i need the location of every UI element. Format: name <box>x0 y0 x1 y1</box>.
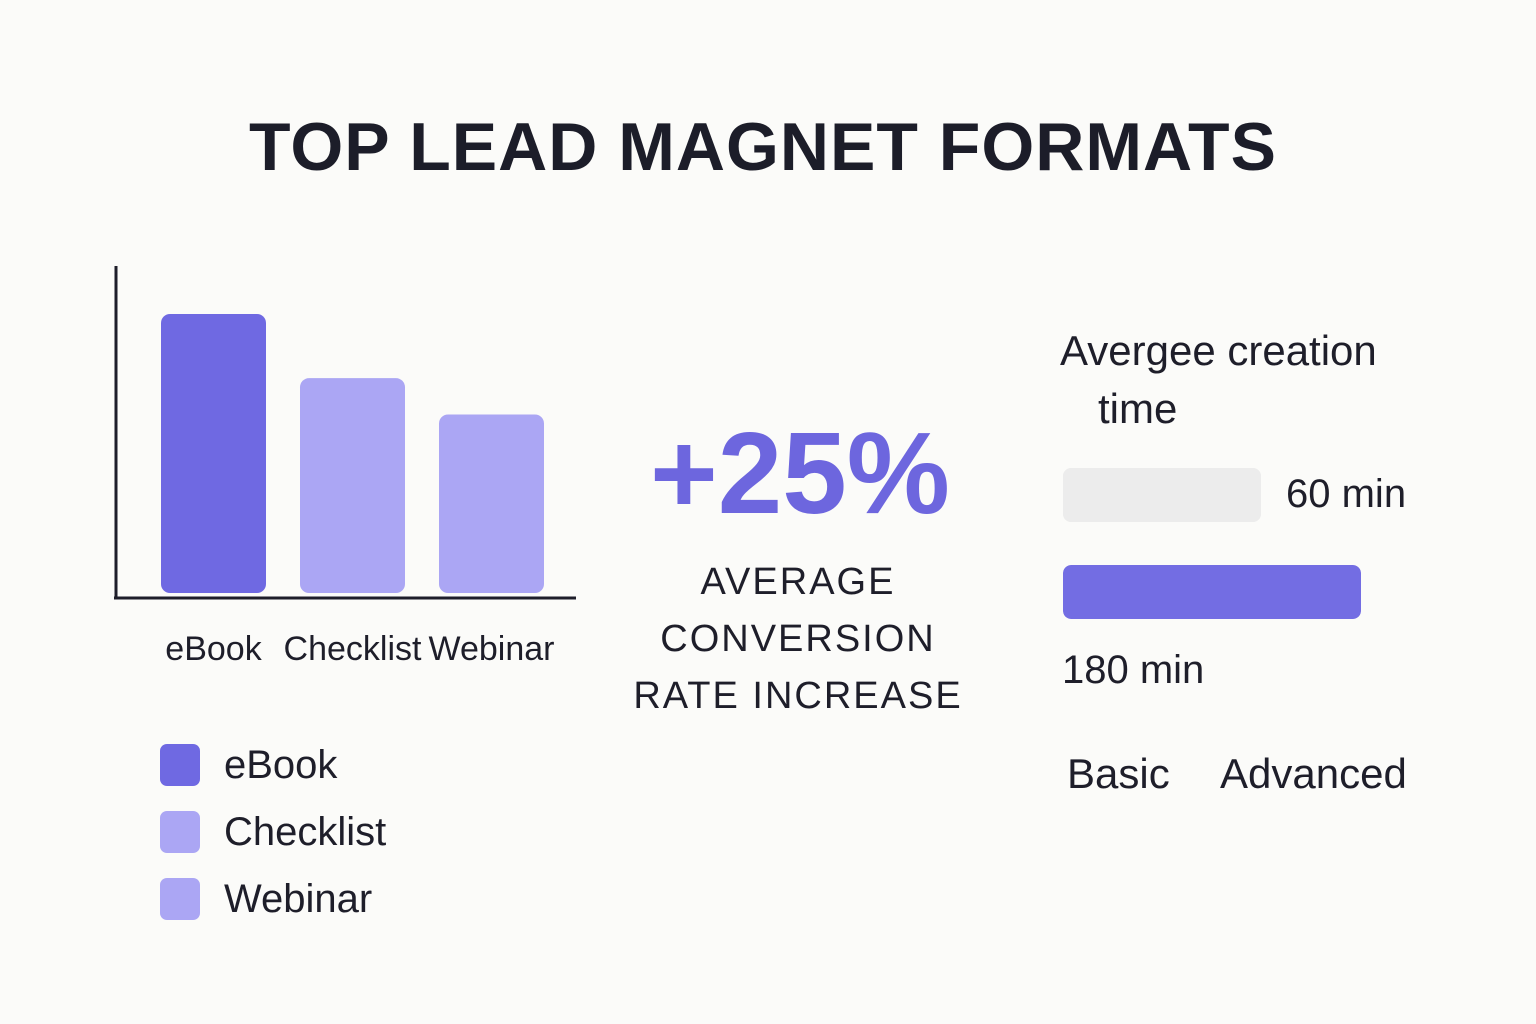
basic-time-bar <box>1063 468 1261 522</box>
advanced-label: Advanced <box>1220 750 1407 797</box>
basic-time-value: 60 min <box>1286 472 1407 516</box>
legend-item-ebook: eBook <box>160 742 386 787</box>
advanced-time-value: 180 min <box>1062 648 1205 692</box>
stat-caption-line-3: RATE INCREASE <box>633 675 963 717</box>
bar-chart: eBook Checklist Webinar <box>114 266 576 668</box>
legend-swatch-webinar <box>160 878 200 920</box>
stat-value: +25% <box>650 408 950 538</box>
legend-label-ebook: eBook <box>224 742 338 787</box>
legend-swatch-checklist <box>160 811 200 853</box>
advanced-time-bar <box>1063 565 1361 619</box>
legend-item-webinar: Webinar <box>160 876 386 921</box>
stat-caption-line-2: CONVERSION <box>660 618 936 660</box>
x-tick-label-ebook: eBook <box>165 630 262 668</box>
legend-label-webinar: Webinar <box>224 876 373 921</box>
legend-item-checklist: Checklist <box>160 809 387 854</box>
creation-time-heading: Avergee creation time <box>1060 322 1420 438</box>
legend-swatch-ebook <box>160 744 200 786</box>
bar-webinar <box>439 414 544 593</box>
legend-label-checklist: Checklist <box>224 809 387 854</box>
creation-time-heading-line-1: Avergee creation <box>1060 327 1377 374</box>
chart-legend: eBook Checklist Webinar <box>160 742 387 945</box>
stat-caption: AVERAGE CONVERSION RATE INCREASE <box>610 554 986 725</box>
advanced-time-bar-fill <box>1063 565 1361 619</box>
chart-title: TOP LEAD MAGNET FORMATS <box>249 109 1277 185</box>
bar-checklist <box>300 378 405 593</box>
basic-time-bar-fill <box>1063 468 1261 522</box>
basic-label: Basic <box>1067 750 1170 797</box>
creation-time-heading-line-2: time <box>1098 385 1178 432</box>
x-tick-label-checklist: Checklist <box>284 630 422 668</box>
x-tick-label-webinar: Webinar <box>429 630 555 668</box>
bar-ebook <box>161 314 266 593</box>
stat-caption-line-1: AVERAGE <box>700 561 896 603</box>
